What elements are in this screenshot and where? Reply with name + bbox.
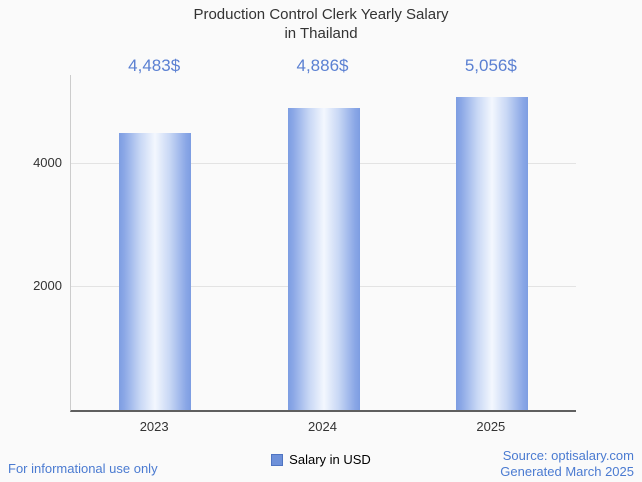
generated-date: Generated March 2025 bbox=[500, 464, 634, 479]
chart-title-line1: Production Control Clerk Yearly Salary bbox=[193, 6, 449, 23]
source-info: Source: optisalary.com Generated March 2… bbox=[500, 448, 634, 480]
disclaimer-text: For informational use only bbox=[8, 461, 158, 476]
plot-area bbox=[70, 75, 576, 412]
legend: Salary in USD bbox=[0, 452, 642, 467]
legend-swatch-salary bbox=[271, 453, 284, 466]
chart-title: Production Control Clerk Yearly Salary i… bbox=[0, 5, 642, 43]
bar-value-label: 4,483$ bbox=[128, 56, 181, 75]
y-axis-tick-label: 4000 bbox=[33, 154, 62, 170]
x-axis-tick-label: 2024 bbox=[308, 419, 337, 434]
chart-title-line2: in Thailand bbox=[284, 25, 358, 42]
x-axis-tick-label: 2023 bbox=[139, 419, 169, 434]
source-link[interactable]: Source: optisalary.com bbox=[502, 448, 634, 463]
x-axis-tick-label: 2025 bbox=[476, 419, 506, 434]
bar-value-label: 4,886$ bbox=[296, 56, 349, 75]
bar-2025[interactable] bbox=[455, 97, 528, 410]
bar-2023[interactable] bbox=[119, 133, 192, 410]
bar-2024[interactable] bbox=[287, 108, 360, 410]
legend-label: Salary in USD bbox=[289, 452, 371, 467]
bar-value-label: 5,056$ bbox=[464, 56, 517, 75]
y-axis-tick-label: 2000 bbox=[33, 278, 62, 294]
